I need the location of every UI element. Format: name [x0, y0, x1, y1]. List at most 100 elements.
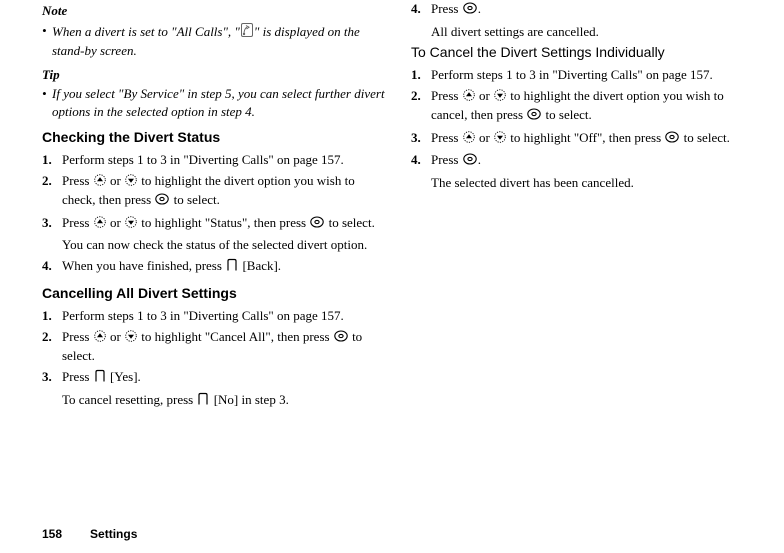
- heading-cancel-individual: To Cancel the Divert Settings Individual…: [411, 43, 756, 62]
- center-icon: [309, 215, 325, 234]
- step-row: 2. Press or to highlight the divert opti…: [411, 87, 756, 126]
- t: to select.: [680, 130, 729, 145]
- t: or: [107, 329, 124, 344]
- step-number: 1.: [42, 151, 62, 169]
- down-icon: [124, 215, 138, 234]
- step-note: You can now check the status of the sele…: [62, 236, 387, 254]
- tip-heading: Tip: [42, 66, 387, 84]
- step-row: 1. Perform steps 1 to 3 in "Diverting Ca…: [42, 151, 387, 169]
- step-body: Perform steps 1 to 3 in "Diverting Calls…: [431, 66, 756, 84]
- step-number: 2.: [42, 328, 62, 365]
- t: Press: [431, 130, 462, 145]
- down-icon: [124, 329, 138, 348]
- t: [Yes].: [107, 369, 141, 384]
- down-icon: [493, 88, 507, 107]
- step-number: 4.: [411, 151, 431, 171]
- t: Press: [62, 215, 93, 230]
- step-row: 1. Perform steps 1 to 3 in "Diverting Ca…: [42, 307, 387, 325]
- tip-bullet-text: If you select "By Service" in step 5, yo…: [52, 85, 387, 120]
- step-body: Press or to highlight the divert option …: [431, 87, 756, 126]
- step-number: 3.: [411, 129, 431, 149]
- step-row: 4. Press .: [411, 0, 756, 20]
- right-column: 4. Press . All divert settings are cance…: [411, 0, 756, 553]
- bullet-dot: •: [42, 22, 52, 60]
- step-number: 2.: [42, 172, 62, 211]
- step-number: 4.: [42, 257, 62, 277]
- step-row: 1. Perform steps 1 to 3 in "Diverting Ca…: [411, 66, 756, 84]
- t: or: [107, 173, 124, 188]
- t: or: [476, 88, 493, 103]
- tip-bullet-row: • If you select "By Service" in step 5, …: [42, 85, 387, 120]
- step-body: Perform steps 1 to 3 in "Diverting Calls…: [62, 307, 387, 325]
- footer-section: Settings: [90, 527, 137, 541]
- page-footer: 158 Settings: [42, 527, 137, 541]
- step-number: 3.: [42, 214, 62, 234]
- step-row: 3. Press or to highlight "Off", then pre…: [411, 129, 756, 149]
- t: to select.: [170, 192, 219, 207]
- step-body: Press .: [431, 0, 756, 20]
- down-icon: [493, 130, 507, 149]
- t: Press: [431, 1, 462, 16]
- step-number: 1.: [42, 307, 62, 325]
- step-row: 3. Press [Yes].: [42, 368, 387, 388]
- step-body: Press or to highlight "Off", then press …: [431, 129, 756, 149]
- t: Press: [62, 369, 93, 384]
- t: Press: [62, 329, 93, 344]
- softkey-icon: [225, 258, 239, 277]
- softkey-icon: [196, 392, 210, 411]
- step-body: Press [Yes].: [62, 368, 387, 388]
- heading-cancel-all: Cancelling All Divert Settings: [42, 284, 387, 303]
- t: .: [478, 152, 481, 167]
- up-icon: [93, 215, 107, 234]
- center-icon: [154, 192, 170, 211]
- t: Press: [431, 88, 462, 103]
- step-row: 4. Press .: [411, 151, 756, 171]
- up-icon: [462, 88, 476, 107]
- note-bullet-row: • When a divert is set to "All Calls", "…: [42, 22, 387, 60]
- step-body: Perform steps 1 to 3 in "Diverting Calls…: [62, 151, 387, 169]
- left-column: Note • When a divert is set to "All Call…: [42, 0, 387, 553]
- page-number: 158: [42, 527, 62, 541]
- t: When you have finished, press: [62, 258, 225, 273]
- divert-icon: [240, 22, 254, 43]
- center-icon: [462, 152, 478, 171]
- t: or: [107, 215, 124, 230]
- step-row: 3. Press or to highlight "Status", then …: [42, 214, 387, 234]
- step-number: 2.: [411, 87, 431, 126]
- t: to highlight "Status", then press: [138, 215, 309, 230]
- step-number: 4.: [411, 0, 431, 20]
- note-bullet-text: When a divert is set to "All Calls", "" …: [52, 22, 387, 60]
- step-body: Press .: [431, 151, 756, 171]
- step-row: 4. When you have finished, press [Back].: [42, 257, 387, 277]
- up-icon: [93, 329, 107, 348]
- step-body: Press or to highlight "Status", then pre…: [62, 214, 387, 234]
- t: to select.: [325, 215, 374, 230]
- step-body: Press or to highlight the divert option …: [62, 172, 387, 211]
- t: to select.: [542, 107, 591, 122]
- step-note: To cancel resetting, press [No] in step …: [62, 391, 387, 411]
- step-number: 3.: [42, 368, 62, 388]
- center-icon: [333, 329, 349, 348]
- t: To cancel resetting, press: [62, 392, 196, 407]
- down-icon: [124, 173, 138, 192]
- up-icon: [462, 130, 476, 149]
- step-note: All divert settings are cancelled.: [431, 23, 756, 41]
- center-icon: [664, 130, 680, 149]
- step-body: Press or to highlight "Cancel All", then…: [62, 328, 387, 365]
- center-icon: [526, 107, 542, 126]
- t: .: [478, 1, 481, 16]
- step-number: 1.: [411, 66, 431, 84]
- center-icon: [462, 1, 478, 20]
- t: Press: [62, 173, 93, 188]
- t: to highlight "Off", then press: [507, 130, 664, 145]
- note-text-pre: When a divert is set to "All Calls", ": [52, 24, 240, 39]
- t: [No] in step 3.: [210, 392, 288, 407]
- step-row: 2. Press or to highlight "Cancel All", t…: [42, 328, 387, 365]
- t: to highlight "Cancel All", then press: [138, 329, 333, 344]
- bullet-dot: •: [42, 85, 52, 120]
- step-body: When you have finished, press [Back].: [62, 257, 387, 277]
- page: Note • When a divert is set to "All Call…: [0, 0, 784, 553]
- up-icon: [93, 173, 107, 192]
- t: [Back].: [239, 258, 281, 273]
- softkey-icon: [93, 369, 107, 388]
